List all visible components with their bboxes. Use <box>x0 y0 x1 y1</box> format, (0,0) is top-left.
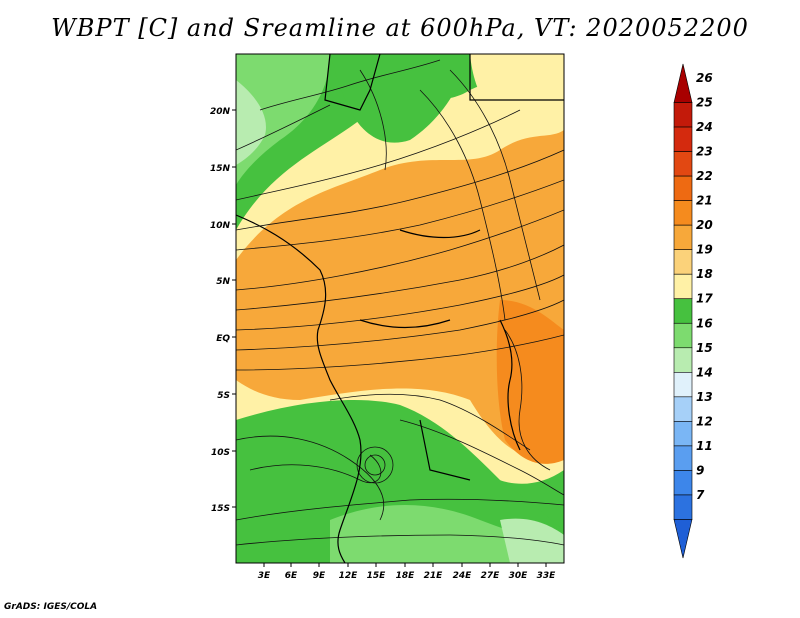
lon-label: 12E <box>339 571 359 581</box>
lat-label: 20N <box>210 107 231 117</box>
lon-label: 27E <box>481 571 501 581</box>
colorbar-segment <box>673 396 693 422</box>
lon-label: 9E <box>313 571 326 581</box>
streamlines <box>236 59 564 546</box>
lat-label: 10S <box>211 448 230 458</box>
colorbar-label: 18 <box>696 267 713 281</box>
lon-label: 6E <box>285 571 298 581</box>
colorbar-segment <box>673 151 693 177</box>
colorbar-label: 17 <box>696 292 713 306</box>
lon-label: 21E <box>424 571 444 581</box>
colorbar-label: 20 <box>696 218 713 232</box>
colorbar-label: 14 <box>696 365 713 379</box>
colorbar-label: 16 <box>696 316 713 330</box>
colorbar-segment <box>673 102 693 128</box>
colorbar-segment <box>673 249 693 275</box>
colorbar-label: 7 <box>696 488 705 502</box>
colorbar-label: 15 <box>696 341 713 355</box>
colorbar-label: 25 <box>696 96 713 110</box>
colorbar-label: 21 <box>696 194 713 208</box>
colorbar: 26 25 24 23 22 21 20 19 18 17 16 15 14 13 12 11 9 7 <box>673 63 713 559</box>
colorbar-label: 23 <box>696 145 713 159</box>
lat-label: EQ <box>216 334 230 344</box>
colorbar-label: 11 <box>696 439 713 453</box>
country-borders <box>236 54 564 563</box>
colorbar-segment <box>673 372 693 398</box>
lat-label: 5N <box>216 277 230 287</box>
colorbar-segment <box>673 519 693 559</box>
lat-label: 15N <box>210 164 231 174</box>
colorbar-segment <box>673 126 693 152</box>
colorbar-label: 22 <box>696 169 713 183</box>
colorbar-segment <box>673 175 693 201</box>
lat-label: 15S <box>211 504 230 514</box>
colorbar-label: 12 <box>696 414 713 428</box>
colorbar-label: 19 <box>696 243 713 257</box>
lat-label: 5S <box>217 391 230 401</box>
lon-label: 33E <box>537 571 557 581</box>
colorbar-segment <box>673 224 693 250</box>
lon-label: 3E <box>258 571 271 581</box>
colorbar-segment <box>673 494 693 520</box>
credit-label: GrADS: IGES/COLA <box>4 602 98 612</box>
colorbar-label: 24 <box>696 120 713 134</box>
plot-frame <box>235 53 565 564</box>
latitude-axis: 20N 15N 10N 5N EQ 5S 10S 15S <box>210 107 236 514</box>
lon-label: 30E <box>509 571 529 581</box>
colorbar-segment <box>673 273 693 300</box>
lon-label: 18E <box>396 571 416 581</box>
lat-label: 10N <box>210 221 231 231</box>
colorbar-label: 26 <box>696 71 713 85</box>
colorbar-label: 9 <box>696 463 704 477</box>
lon-label: 15E <box>367 571 387 581</box>
colorbar-segment <box>673 421 693 447</box>
colorbar-segment <box>673 298 693 324</box>
colorbar-segment <box>673 322 693 349</box>
longitude-axis: 3E 6E 9E 12E 15E 18E 21E 24E 27E 30E 33E <box>258 563 556 581</box>
map-title: WBPT [C] and Sreamline at 600hPa, VT: 20… <box>51 14 749 42</box>
colorbar-segment <box>673 445 693 471</box>
colorbar-segment <box>673 470 693 496</box>
lon-label: 24E <box>453 571 473 581</box>
wbpt-field <box>236 54 564 563</box>
colorbar-label: 13 <box>696 390 713 404</box>
colorbar-segment <box>673 200 693 226</box>
colorbar-segment <box>673 347 693 373</box>
colorbar-segment <box>673 63 693 103</box>
